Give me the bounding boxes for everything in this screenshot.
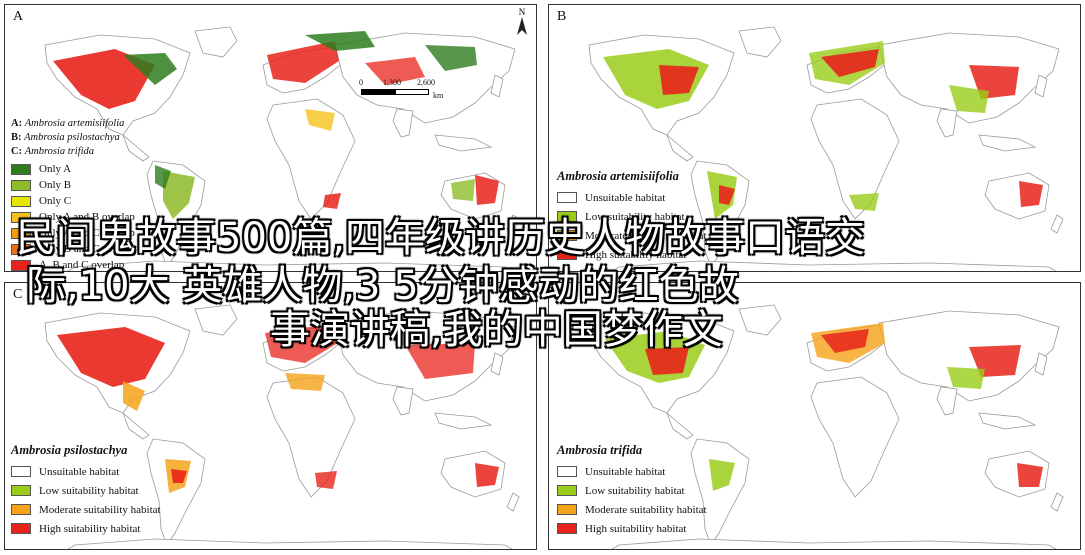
panel-b-suitability-areas [603,41,1043,219]
legend-item: High suitability habitat [557,245,707,264]
legend-label: Low suitability habitat [585,484,685,497]
panel-c-title: Ambrosia psilostachya [11,443,128,457]
legend-swatch [11,485,31,496]
legend-item: Moderate suitability habitat [557,500,707,519]
legend-label: Moderate suitability habitat [585,503,707,516]
panel-b-title: Ambrosia artemisiifolia [557,169,679,183]
legend-swatch [11,211,31,223]
legend-label: Moderate suitability habitat [39,503,161,516]
legend-item: Only A and C overlap [11,225,136,241]
legend-label: Low suitability habitat [585,210,685,223]
legend-item: Only C [11,193,136,209]
legend-item: Unsuitable habitat [557,188,707,207]
legend-item: Unsuitable habitat [11,462,161,481]
panel-b-legend: Ambrosia artemisiifolia Unsuitable habit… [557,169,707,264]
legend-label: Only A and C overlap [39,227,135,239]
legend-swatch [557,523,577,534]
legend-swatch [11,466,31,477]
legend-item: Only B [11,177,136,193]
legend-swatch [557,230,577,241]
legend-swatch [11,227,31,239]
panel-c-legend: Ambrosia psilostachya Unsuitable habitat… [11,443,161,538]
legend-item: Unsuitable habitat [557,462,707,481]
scale-tick-1: 1,300 [383,78,401,87]
panel-c-letter: C [13,287,23,302]
legend-label: Unsuitable habitat [585,191,666,204]
panel-c: C Ambrosia psilostachya Unsuitable habit… [4,282,537,550]
legend-swatch [11,243,31,255]
north-arrow-icon [517,17,527,35]
scale-bar-segment [395,89,429,95]
north-arrow: N [516,7,528,39]
legend-swatch [557,485,577,496]
legend-swatch [11,163,31,175]
legend-label: High suitability habitat [39,522,141,535]
panel-d-suitability-areas [605,323,1043,491]
legend-swatch [557,504,577,515]
species-line-c: C: Ambrosia trifida [11,146,95,157]
legend-item: Low suitability habitat [557,207,707,226]
species-line-b: B: Ambrosia psilostachya [11,132,120,143]
panel-d-legend: Ambrosia trifida Unsuitable habitat Low … [557,443,707,538]
legend-label: Moderate suitability habitat [585,229,707,242]
panel-a-letter: A [13,9,24,24]
legend-label: High suitability habitat [585,522,687,535]
legend-item: Only A and B overlap [11,209,136,225]
panel-a: A N A: Ambrosia artemisiifolia B: Ambros… [4,4,537,272]
legend-item: Only A [11,161,136,177]
legend-item: Only B and C overlap [11,241,136,257]
north-label: N [518,7,526,17]
legend-label: Only B [39,179,72,191]
panel-c-suitability-areas [57,323,499,493]
legend-swatch [557,466,577,477]
legend-item: Moderate suitability habitat [11,500,161,519]
legend-label: Only A and B overlap [39,211,135,223]
panel-b: B Ambrosia artemisiifolia Unsuitable hab… [548,4,1081,272]
panel-a-map [44,26,520,271]
legend-swatch [11,523,31,534]
legend-item: Low suitability habitat [557,481,707,500]
legend-label: Low suitability habitat [39,484,139,497]
legend-swatch [557,211,577,222]
panel-d: D Ambrosia trifida Unsuitable habitat Lo… [548,282,1081,550]
panel-d-title: Ambrosia trifida [557,443,643,457]
legend-label: Unsuitable habitat [585,465,666,478]
panel-b-map [588,26,1064,271]
legend-swatch [11,195,31,207]
panel-b-letter: B [557,9,567,24]
legend-item: High suitability habitat [557,519,707,538]
scale-unit: km [433,91,444,100]
legend-label: High suitability habitat [585,248,687,261]
panel-a-overlap-areas [53,31,499,219]
legend-label: Only A [39,163,72,175]
panel-d-letter: D [557,287,568,302]
legend-item: High suitability habitat [11,519,161,538]
scale-tick-0: 0 [359,78,363,87]
scale-bar-segment [361,89,395,95]
panel-c-map [44,304,520,549]
legend-swatch [557,192,577,203]
legend-item: Moderate suitability habitat [557,226,707,245]
legend-label: A, B and C overlap [39,259,125,271]
panel-d-map [588,304,1064,549]
legend-label: Only C [39,195,72,207]
panel-a-legend: A: Ambrosia artemisiifolia B: Ambrosia p… [11,117,136,271]
legend-swatch [11,259,31,271]
legend-swatch [11,504,31,515]
legend-item: Low suitability habitat [11,481,161,500]
scale-tick-2: 2,600 [417,78,435,87]
legend-label: Only B and C overlap [39,243,136,255]
species-line-a: A: Ambrosia artemisiifolia [11,118,125,129]
legend-swatch [11,179,31,191]
legend-item: A, B and C overlap [11,257,136,271]
legend-swatch [557,249,577,260]
legend-label: Unsuitable habitat [39,465,120,478]
